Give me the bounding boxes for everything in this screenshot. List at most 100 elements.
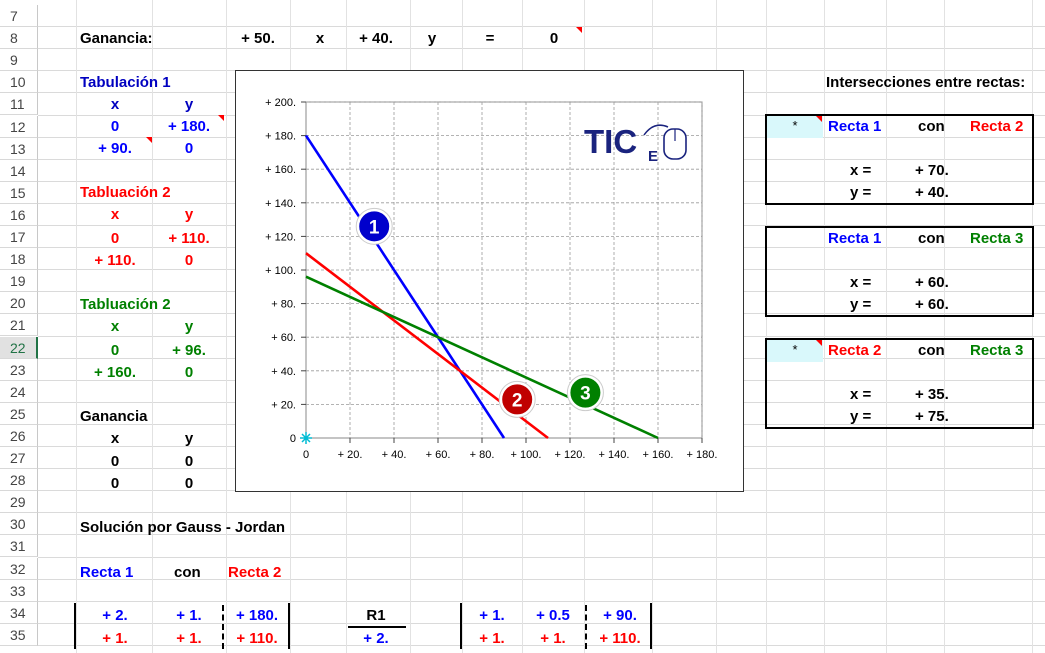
tab1-r2-y[interactable]: 0 bbox=[184, 140, 194, 157]
comment-indicator[interactable] bbox=[146, 137, 152, 143]
ganancia-label: Ganancia: bbox=[80, 30, 153, 47]
box1-line-a: Recta 1 bbox=[828, 118, 882, 135]
logo-subscript: E bbox=[648, 148, 658, 165]
row-header-24[interactable]: 24 bbox=[0, 380, 38, 403]
series-2-badge bbox=[500, 382, 535, 417]
tab2-header-y: y bbox=[184, 206, 194, 223]
m1-c[interactable]: + 180. bbox=[235, 607, 279, 624]
gan-r1-x[interactable]: 0 bbox=[110, 453, 120, 470]
gan-r2-x[interactable]: 0 bbox=[110, 475, 120, 492]
tab1-r1-y[interactable]: + 180. bbox=[167, 118, 211, 135]
box2-border bbox=[765, 226, 1034, 317]
row-header-13[interactable]: 13 bbox=[0, 137, 38, 160]
row-header-12[interactable]: 12 bbox=[0, 115, 38, 138]
n1-c[interactable]: + 90. bbox=[603, 607, 637, 624]
tab2-title: Tabluación 2 bbox=[80, 184, 171, 201]
row-header-11[interactable]: 11 bbox=[0, 93, 38, 116]
tab1-r2-x[interactable]: + 90. bbox=[98, 140, 132, 157]
row-gridline bbox=[38, 534, 1045, 536]
box1-y-value[interactable]: + 40. bbox=[915, 184, 949, 201]
row-header-19[interactable]: 19 bbox=[0, 270, 38, 293]
ganancia-value[interactable]: 0 bbox=[549, 30, 559, 47]
gan-header-x: x bbox=[110, 430, 120, 447]
gan-r1-y[interactable]: 0 bbox=[184, 453, 194, 470]
gan-r2-y[interactable]: 0 bbox=[184, 475, 194, 492]
m1-a[interactable]: + 2. bbox=[102, 607, 128, 624]
row-header-33[interactable]: 33 bbox=[0, 579, 38, 602]
matrix-right-bar bbox=[288, 603, 290, 649]
comment-indicator[interactable] bbox=[816, 340, 822, 346]
row-header-31[interactable]: 31 bbox=[0, 535, 38, 558]
row-header-20[interactable]: 20 bbox=[0, 292, 38, 315]
n2-a[interactable]: + 1. bbox=[479, 630, 505, 647]
tab1-r1-x[interactable]: 0 bbox=[110, 118, 120, 135]
column-gridline bbox=[944, 0, 945, 653]
n1-a[interactable]: + 1. bbox=[479, 607, 505, 624]
n2-b[interactable]: + 1. bbox=[540, 630, 566, 647]
m2-c[interactable]: + 110. bbox=[236, 630, 278, 647]
tab2-r2-x[interactable]: + 110. bbox=[94, 252, 136, 269]
comment-indicator[interactable] bbox=[218, 115, 224, 121]
star-marker[interactable]: * bbox=[792, 118, 798, 133]
n1-b[interactable]: + 0.5 bbox=[536, 607, 570, 624]
y-tick-label: + 20. bbox=[271, 399, 296, 411]
box3-y-value[interactable]: + 75. bbox=[915, 408, 949, 425]
tab3-r1-y[interactable]: + 96. bbox=[172, 342, 206, 359]
row-header-34[interactable]: 34 bbox=[0, 601, 38, 624]
row-header-22[interactable]: 22 bbox=[0, 336, 38, 359]
row-header-35[interactable]: 35 bbox=[0, 623, 38, 646]
tab3-r1-x[interactable]: 0 bbox=[110, 342, 120, 359]
row-header-25[interactable]: 25 bbox=[0, 402, 38, 425]
row-gridline bbox=[38, 644, 1045, 646]
row-header-29[interactable]: 29 bbox=[0, 491, 38, 514]
row-header-7[interactable]: 7 bbox=[0, 5, 38, 27]
box2-x-value[interactable]: + 60. bbox=[915, 274, 949, 291]
box2-y-value[interactable]: + 60. bbox=[915, 296, 949, 313]
m2-b[interactable]: + 1. bbox=[176, 630, 202, 647]
tab2-r1-x[interactable]: 0 bbox=[110, 230, 120, 247]
gauss-line-b: Recta 2 bbox=[228, 564, 282, 581]
tab2-r1-y[interactable]: + 110. bbox=[168, 230, 210, 247]
row-header-32[interactable]: 32 bbox=[0, 557, 38, 580]
row-header-23[interactable]: 23 bbox=[0, 358, 38, 381]
comment-indicator[interactable] bbox=[576, 27, 582, 33]
row-header-16[interactable]: 16 bbox=[0, 203, 38, 226]
x-tick-label: 0 bbox=[303, 449, 309, 461]
row-header-9[interactable]: 9 bbox=[0, 49, 38, 72]
row-header-8[interactable]: 8 bbox=[0, 27, 38, 50]
column-gridline bbox=[766, 0, 767, 653]
row-header-27[interactable]: 27 bbox=[0, 447, 38, 469]
tab3-r2-y[interactable]: 0 bbox=[184, 364, 194, 381]
row-header-26[interactable]: 26 bbox=[0, 424, 38, 447]
row-header-18[interactable]: 18 bbox=[0, 248, 38, 271]
row-op-value[interactable]: + 2. bbox=[363, 630, 389, 647]
row-header-28[interactable]: 28 bbox=[0, 469, 38, 492]
row-header-10[interactable]: 10 bbox=[0, 71, 38, 94]
x-tick-label: + 60. bbox=[426, 449, 451, 461]
y-tick-label: + 120. bbox=[265, 231, 296, 243]
chart-frame[interactable]: 0 + 20. + 40. + 60. + 80. + 100. + 120. + 140. +… bbox=[235, 70, 744, 492]
selection-highlight bbox=[767, 340, 823, 362]
tab3-r2-x[interactable]: + 160. bbox=[93, 364, 137, 381]
row-header-21[interactable]: 21 bbox=[0, 314, 38, 337]
row-gridline bbox=[38, 512, 1045, 514]
ganancia-coef-x[interactable]: + 50. bbox=[241, 30, 275, 47]
box3-x-value[interactable]: + 35. bbox=[915, 386, 949, 403]
row-header-14[interactable]: 14 bbox=[0, 159, 38, 182]
m2-a[interactable]: + 1. bbox=[102, 630, 128, 647]
series-1-badge bbox=[357, 209, 392, 244]
comment-indicator[interactable] bbox=[816, 116, 822, 122]
row-header-15[interactable]: 15 bbox=[0, 181, 38, 204]
m1-b[interactable]: + 1. bbox=[176, 607, 202, 624]
row-op-label: R1 bbox=[366, 607, 386, 624]
row-header-30[interactable]: 30 bbox=[0, 513, 38, 536]
ganancia-coef-y[interactable]: + 40. bbox=[359, 30, 393, 47]
ganancia-var-x: x bbox=[315, 30, 325, 47]
box1-x-value[interactable]: + 70. bbox=[915, 162, 949, 179]
y-tick-label: + 60. bbox=[271, 332, 296, 344]
star-marker[interactable]: * bbox=[792, 342, 798, 357]
row-header-17[interactable]: 17 bbox=[0, 226, 38, 248]
series-3-line bbox=[305, 275, 659, 440]
n2-c[interactable]: + 110. bbox=[599, 630, 641, 647]
tab2-r2-y[interactable]: 0 bbox=[184, 252, 194, 269]
